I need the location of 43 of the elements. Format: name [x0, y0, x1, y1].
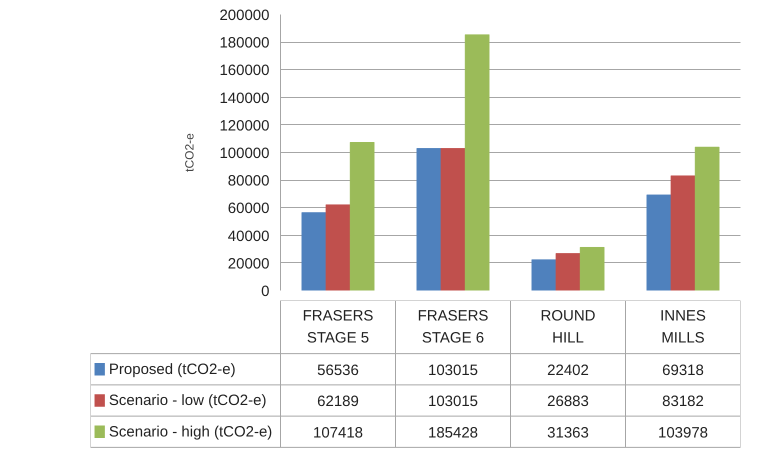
y-tick-label: 80000 — [228, 172, 270, 190]
data-label: 69318 — [662, 362, 704, 379]
x-tick-label: INNES MILLS — [660, 308, 706, 347]
data-label: 31363 — [547, 424, 589, 442]
bar — [532, 259, 556, 290]
bar — [464, 34, 490, 290]
y-tick-label: 120000 — [219, 117, 270, 134]
y-tick-label: 140000 — [219, 90, 270, 107]
bar — [350, 142, 374, 290]
x-tick-label: FRASERS STAGE 6 — [418, 308, 488, 347]
x-tick-label: ROUND HILL — [540, 308, 596, 347]
y-tick-label: 200000 — [219, 7, 270, 24]
y-tick-label: 100000 — [219, 145, 270, 162]
y-tick-label: 20000 — [228, 255, 270, 272]
y-tick-label: 160000 — [219, 62, 270, 80]
data-label: 107418 — [312, 424, 364, 442]
bar — [670, 175, 696, 290]
bar — [694, 146, 720, 290]
data-label: 56536 — [317, 362, 359, 379]
bar — [556, 253, 580, 290]
data-label: 22402 — [547, 362, 589, 379]
data-label: 103015 — [428, 362, 478, 379]
bar — [580, 246, 604, 290]
data-label: 103978 — [658, 424, 708, 442]
bar — [416, 148, 442, 290]
y-tick-label: 180000 — [219, 34, 270, 52]
x-tick-label: FRASERS STAGE 5 — [302, 308, 374, 347]
data-label: 83182 — [662, 393, 704, 410]
bar — [302, 212, 326, 290]
y-tick-label: 0 — [261, 283, 270, 300]
bar — [326, 204, 350, 290]
legend-label: Proposed (tCO2-e) — [108, 360, 236, 378]
data-label: 62189 — [317, 393, 359, 410]
y-axis-title: tCO2-e — [182, 132, 196, 172]
data-label: 103015 — [428, 393, 478, 410]
y-tick-label: 40000 — [228, 228, 270, 245]
data-label: 26883 — [547, 393, 589, 410]
data-label: 185428 — [428, 424, 478, 442]
y-tick-label: 60000 — [228, 200, 270, 218]
legend-label: Scenario - high (tCO2-e) — [108, 423, 272, 440]
bar — [440, 148, 466, 290]
bar — [646, 194, 672, 290]
legend-label: Scenario - low (tCO2-e) — [108, 392, 266, 409]
